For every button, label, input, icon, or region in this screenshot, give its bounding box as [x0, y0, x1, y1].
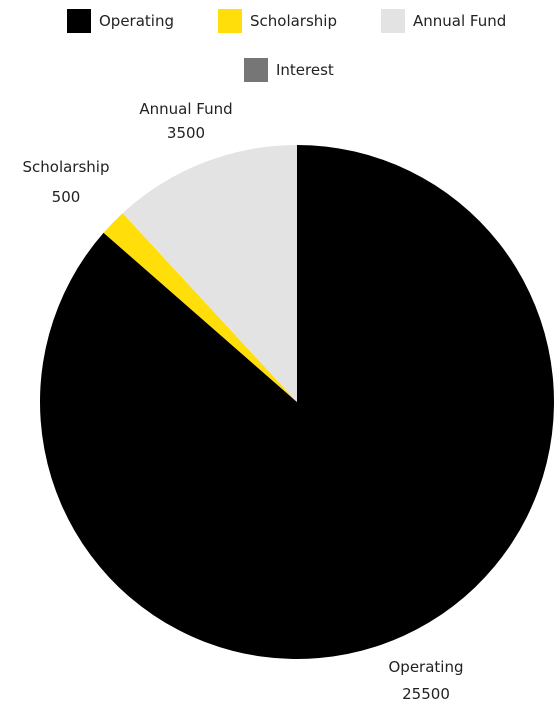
legend-swatch-scholarship: [218, 9, 242, 33]
legend-item-annual-fund[interactable]: Annual Fund: [381, 9, 506, 33]
legend-item-scholarship[interactable]: Scholarship: [218, 9, 337, 33]
legend-label-interest: Interest: [276, 61, 334, 79]
legend-label-annual-fund: Annual Fund: [413, 12, 506, 30]
legend-swatch-operating: [67, 9, 91, 33]
data-label-scholarship: Scholarship 500: [23, 158, 110, 206]
data-label-category-annual-fund: Annual Fund: [139, 100, 232, 118]
pie-slices: [39, 145, 554, 659]
chart-legend: Operating Scholarship Annual Fund Interest: [67, 9, 506, 82]
pie-slice-scholarship[interactable]: [103, 213, 297, 402]
legend-label-scholarship: Scholarship: [250, 12, 337, 30]
data-label-value-scholarship: 500: [52, 188, 81, 206]
legend-swatch-annual-fund: [381, 9, 405, 33]
data-label-value-operating: 25500: [402, 685, 450, 703]
legend-label-operating: Operating: [99, 12, 174, 30]
legend-item-interest[interactable]: Interest: [244, 58, 334, 82]
legend-item-operating[interactable]: Operating: [67, 9, 174, 33]
data-label-category-operating: Operating: [389, 658, 464, 676]
pie-slice-operating[interactable]: [39, 145, 554, 659]
pie-slice-annual-fund[interactable]: [122, 145, 297, 402]
data-label-value-annual-fund: 3500: [167, 124, 205, 142]
data-label-category-scholarship: Scholarship: [23, 158, 110, 176]
data-label-operating: Operating 25500: [389, 658, 464, 703]
data-label-annual-fund: Annual Fund 3500: [139, 100, 232, 142]
pie-data-labels: Operating 25500 Scholarship 500 Annual Fund 3…: [23, 100, 464, 703]
legend-swatch-interest: [244, 58, 268, 82]
